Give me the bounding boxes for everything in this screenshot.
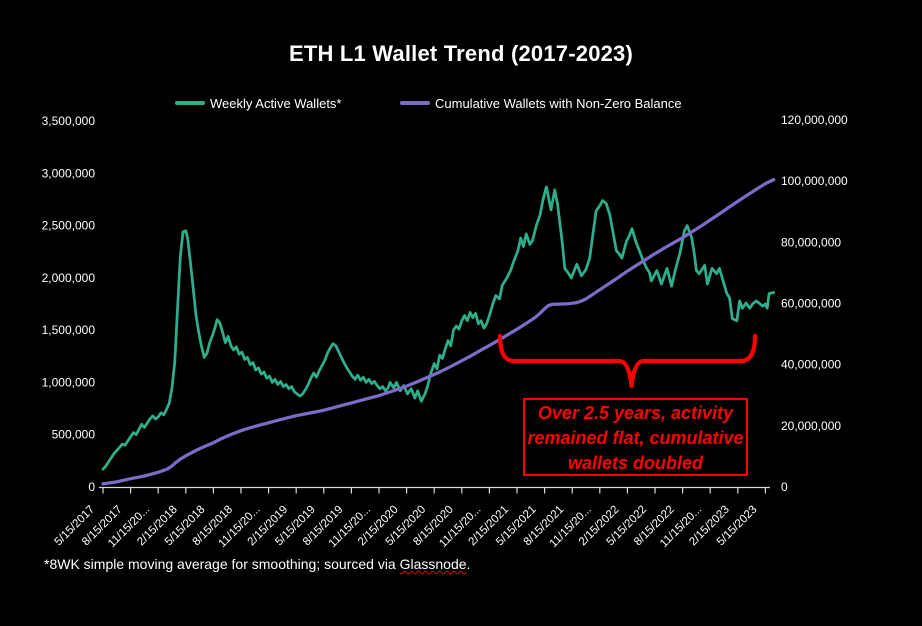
series-weekly-active-wallets	[101, 185, 776, 471]
legend-item-weekly-active: Weekly Active Wallets*	[175, 93, 342, 113]
y-axis-right-tick-label: 80,000,000	[781, 235, 841, 249]
series-cumulative-wallets	[101, 177, 776, 486]
annotation-box: Over 2.5 years, activity remained flat, …	[523, 398, 748, 476]
legend-label-cumulative: Cumulative Wallets with Non-Zero Balance	[435, 95, 682, 111]
y-axis-right-tick-label: 0	[781, 480, 788, 494]
y-axis-right-tick-label: 40,000,000	[781, 358, 841, 372]
annotation-line-1: Over 2.5 years, activity	[537, 403, 734, 423]
y-axis-right-tick-label: 60,000,000	[781, 297, 841, 311]
legend-line-cumulative	[400, 101, 430, 105]
y-axis-left-tick-label: 2,500,000	[42, 219, 96, 233]
y-axis-left-tick-label: 3,000,000	[42, 166, 96, 180]
footnote-text: *8WK simple moving average for smoothing…	[44, 556, 400, 572]
y-axis-left-tick-label: 0	[88, 480, 95, 494]
legend: Weekly Active Wallets* Cumulative Wallet…	[0, 93, 922, 113]
legend-item-cumulative: Cumulative Wallets with Non-Zero Balance	[400, 93, 682, 113]
legend-label-weekly-active: Weekly Active Wallets*	[210, 95, 342, 111]
chart-title: ETH L1 Wallet Trend (2017-2023)	[288, 41, 634, 66]
annotation-line-2: remained flat, cumulative	[527, 428, 744, 448]
y-axis-left-tick-label: 2,000,000	[42, 271, 96, 285]
y-axis-left-tick-label: 1,500,000	[42, 323, 96, 337]
footnote-period: .	[466, 556, 471, 572]
y-axis-left-tick-label: 3,500,000	[42, 114, 96, 128]
footnote-glassnode: Glassnode	[399, 556, 467, 572]
annotation-line-3: wallets doubled	[567, 453, 704, 473]
brace-annotation	[497, 333, 758, 389]
legend-line-weekly-active	[175, 101, 205, 105]
y-axis-right-tick-label: 20,000,000	[781, 419, 841, 433]
footnote: *8WK simple moving average for smoothing…	[44, 556, 470, 572]
y-axis-right-tick-label: 100,000,000	[781, 174, 848, 188]
y-axis-left-tick-label: 1,000,000	[42, 375, 96, 389]
y-axis-left-tick-label: 500,000	[52, 428, 96, 442]
y-axis-right-tick-label: 120,000,000	[781, 113, 848, 127]
